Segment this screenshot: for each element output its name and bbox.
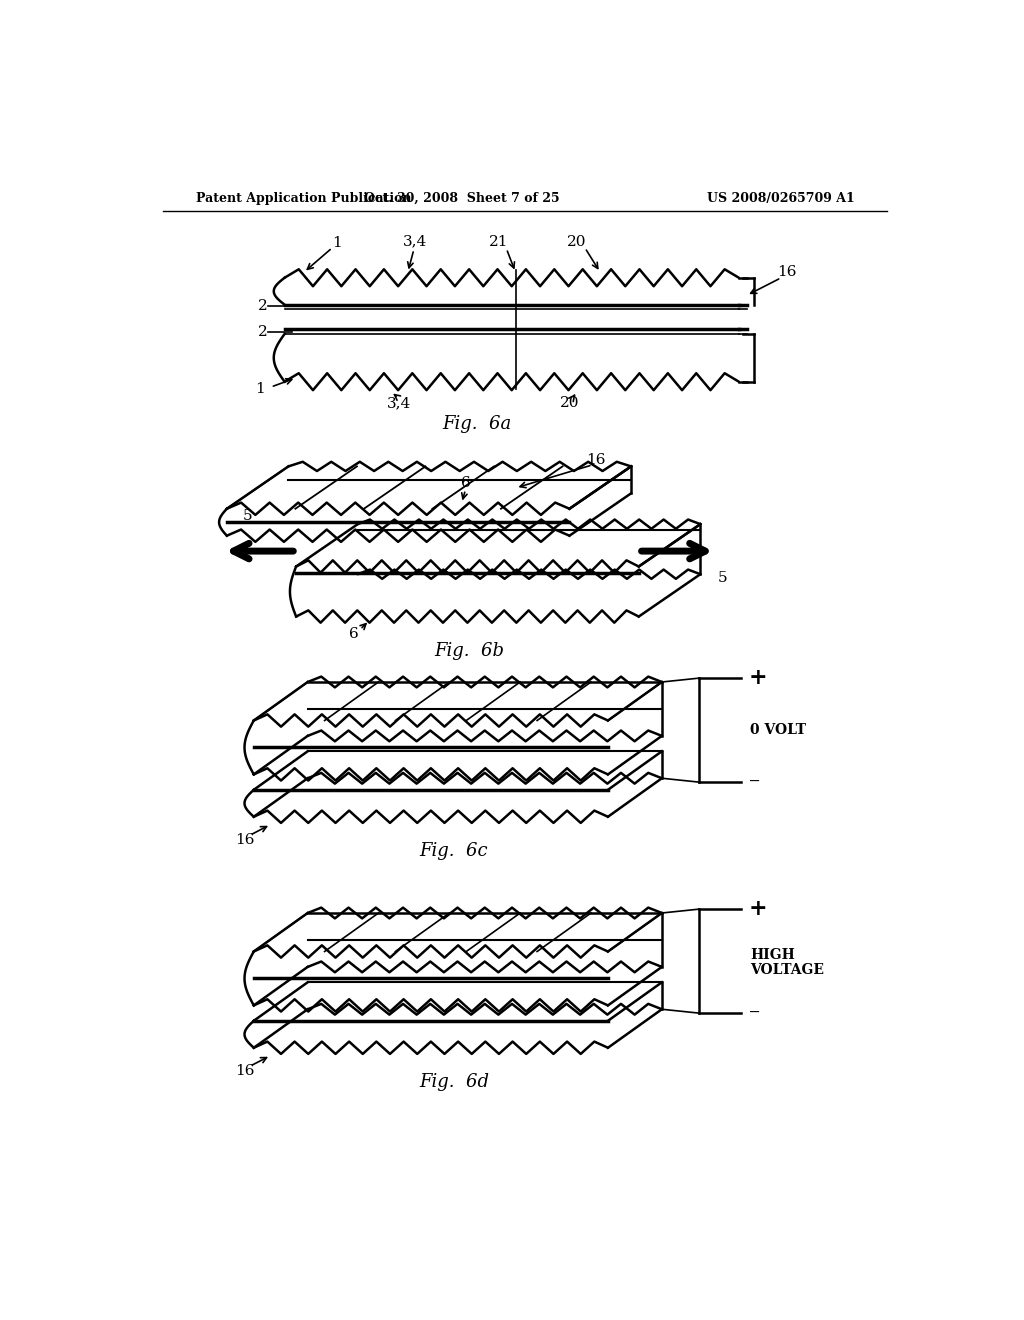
Text: 20: 20 <box>560 396 580 411</box>
Text: 6: 6 <box>349 627 358 642</box>
Text: 0 VOLT: 0 VOLT <box>751 723 807 737</box>
Text: HIGH: HIGH <box>751 948 796 962</box>
Text: VOLTAGE: VOLTAGE <box>751 964 824 977</box>
Text: Fig.  6c: Fig. 6c <box>420 842 488 861</box>
Text: 5: 5 <box>717 572 727 585</box>
Text: 3,4: 3,4 <box>386 396 411 411</box>
Text: Patent Application Publication: Patent Application Publication <box>196 191 412 205</box>
Text: US 2008/0265709 A1: US 2008/0265709 A1 <box>707 191 854 205</box>
Text: 3,4: 3,4 <box>403 235 428 248</box>
Text: 21: 21 <box>488 235 508 248</box>
Text: –: – <box>749 1002 760 1024</box>
Text: Oct. 30, 2008  Sheet 7 of 25: Oct. 30, 2008 Sheet 7 of 25 <box>364 191 559 205</box>
Text: 16: 16 <box>587 453 606 467</box>
Text: 2: 2 <box>258 300 267 313</box>
Text: 20: 20 <box>567 235 587 248</box>
Text: 1: 1 <box>332 236 342 249</box>
Text: +: + <box>749 667 768 689</box>
Text: 16: 16 <box>234 1064 254 1078</box>
Text: 2: 2 <box>258 325 267 339</box>
Text: 5: 5 <box>243 510 252 524</box>
Text: –: – <box>749 771 760 793</box>
Text: Fig.  6b: Fig. 6b <box>434 643 505 660</box>
Text: +: + <box>749 898 768 920</box>
Text: 1: 1 <box>256 383 265 396</box>
Text: 6: 6 <box>461 477 470 490</box>
Text: 16: 16 <box>234 833 254 847</box>
Text: 16: 16 <box>777 265 797 280</box>
Text: Fig.  6d: Fig. 6d <box>419 1073 489 1092</box>
Text: Fig.  6a: Fig. 6a <box>442 414 512 433</box>
